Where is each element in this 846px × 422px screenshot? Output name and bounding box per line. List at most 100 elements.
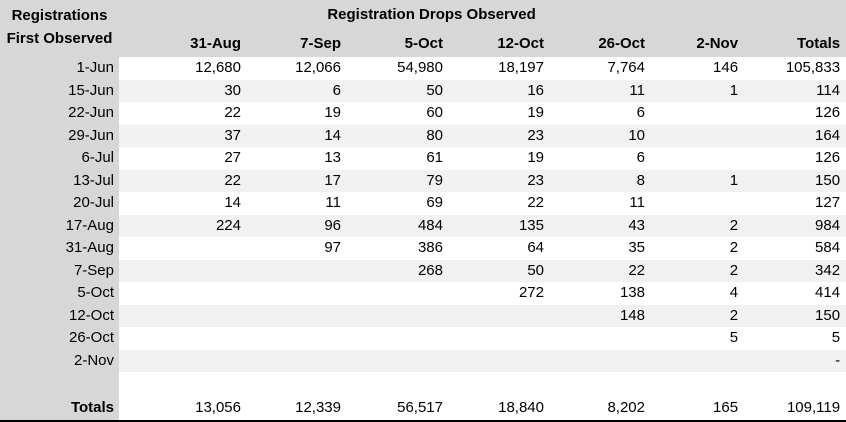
table-body: 1-Jun 12,680 12,066 54,980 18,197 7,764 146 105…: [0, 57, 846, 395]
value-cell: 2: [651, 214, 745, 237]
column-header-12-oct: 12-Oct: [449, 29, 550, 57]
value-cell: [347, 282, 449, 305]
value-cell: [651, 102, 745, 125]
value-cell: 150: [744, 169, 846, 192]
value-cell: 23: [449, 124, 550, 147]
table-row: 17-Aug 224 96 484 135 43 2 984: [0, 214, 846, 237]
value-cell: 12,066: [247, 57, 347, 80]
value-cell: 61: [347, 147, 449, 170]
value-cell: [651, 124, 745, 147]
header-row-group: Registrations First Observed Registratio…: [0, 0, 846, 57]
value-cell: 50: [347, 79, 449, 102]
column-header-5-oct: 5-Oct: [347, 29, 449, 57]
value-cell: [651, 147, 745, 170]
row-label: 20-Jul: [0, 192, 119, 215]
value-cell: 109,119: [744, 394, 846, 421]
table-row: 20-Jul 14 11 69 22 11 127: [0, 192, 846, 215]
row-label: 31-Aug: [0, 237, 119, 260]
value-cell: 272: [449, 282, 550, 305]
value-cell: 43: [550, 214, 651, 237]
value-cell: 386: [347, 237, 449, 260]
value-cell: 14: [247, 124, 347, 147]
table-row: 1-Jun 12,680 12,066 54,980 18,197 7,764 146 105…: [0, 57, 846, 80]
value-cell: 7,764: [550, 57, 651, 80]
value-cell: 165: [651, 394, 745, 421]
value-cell: 22: [449, 192, 550, 215]
table-footer: Totals 13,056 12,339 56,517 18,840 8,202 165 10…: [0, 394, 846, 421]
table-row: 22-Jun 22 19 60 19 6 126: [0, 102, 846, 125]
value-cell: 18,197: [449, 57, 550, 80]
value-cell: 414: [744, 282, 846, 305]
value-cell: [119, 349, 247, 372]
group-title: Registration Drops Observed: [119, 0, 745, 29]
value-cell: 584: [744, 237, 846, 260]
column-header-totals: Totals: [744, 29, 846, 57]
value-cell: [347, 304, 449, 327]
row-label: 26-Oct: [0, 327, 119, 350]
value-cell: 135: [449, 214, 550, 237]
column-header-31-aug: 31-Aug: [119, 29, 247, 57]
table-row: 6-Jul 27 13 61 19 6 126: [0, 147, 846, 170]
value-cell: [449, 327, 550, 350]
row-label: 12-Oct: [0, 304, 119, 327]
value-cell: 126: [744, 147, 846, 170]
value-cell: 19: [449, 147, 550, 170]
value-cell: 2: [651, 237, 745, 260]
value-cell: [744, 372, 846, 395]
value-cell: [550, 349, 651, 372]
row-label: 29-Jun: [0, 124, 119, 147]
row-label: 2-Nov: [0, 349, 119, 372]
value-cell: [247, 259, 347, 282]
row-label: 22-Jun: [0, 102, 119, 125]
value-cell: 1: [651, 79, 745, 102]
table-row: 15-Jun 30 6 50 16 11 1 114: [0, 79, 846, 102]
value-cell: [550, 372, 651, 395]
table-row: 5-Oct 272 138 4 414: [0, 282, 846, 305]
value-cell: 56,517: [347, 394, 449, 421]
value-cell: 80: [347, 124, 449, 147]
row-label: [0, 372, 119, 395]
value-cell: 5: [744, 327, 846, 350]
corner-header-line1: Registrations: [11, 7, 108, 24]
value-cell: 1: [651, 169, 745, 192]
value-cell: [119, 372, 247, 395]
value-cell: 60: [347, 102, 449, 125]
value-cell: 8,202: [550, 394, 651, 421]
value-cell: 35: [550, 237, 651, 260]
value-cell: 105,833: [744, 57, 846, 80]
value-cell: 2: [651, 304, 745, 327]
row-label: Totals: [0, 394, 119, 421]
value-cell: [347, 349, 449, 372]
value-cell: 5: [651, 327, 745, 350]
value-cell: 11: [550, 79, 651, 102]
value-cell: 12,339: [247, 394, 347, 421]
value-cell: 14: [119, 192, 247, 215]
value-cell: 79: [347, 169, 449, 192]
value-cell: 138: [550, 282, 651, 305]
value-cell: 114: [744, 79, 846, 102]
table-row: 29-Jun 37 14 80 23 10 164: [0, 124, 846, 147]
value-cell: 484: [347, 214, 449, 237]
table-row: 12-Oct 148 2 150: [0, 304, 846, 327]
header-row-columns: 31-Aug 7-Sep 5-Oct 12-Oct 26-Oct 2-Nov T…: [0, 29, 846, 57]
value-cell: 6: [550, 102, 651, 125]
value-cell: [247, 304, 347, 327]
value-cell: 148: [550, 304, 651, 327]
value-cell: 22: [119, 102, 247, 125]
value-cell: 97: [247, 237, 347, 260]
value-cell: 164: [744, 124, 846, 147]
table-row: 26-Oct 5 5: [0, 327, 846, 350]
value-cell: 268: [347, 259, 449, 282]
value-cell: [550, 327, 651, 350]
value-cell: 146: [651, 57, 745, 80]
table-row: 31-Aug 97 386 64 35 2 584: [0, 237, 846, 260]
value-cell: [119, 327, 247, 350]
value-cell: 2: [651, 259, 745, 282]
value-cell: 18,840: [449, 394, 550, 421]
corner-header: Registrations First Observed: [0, 0, 119, 57]
value-cell: [247, 327, 347, 350]
group-title-spacer: [744, 0, 846, 29]
value-cell: 10: [550, 124, 651, 147]
value-cell: 6: [550, 147, 651, 170]
